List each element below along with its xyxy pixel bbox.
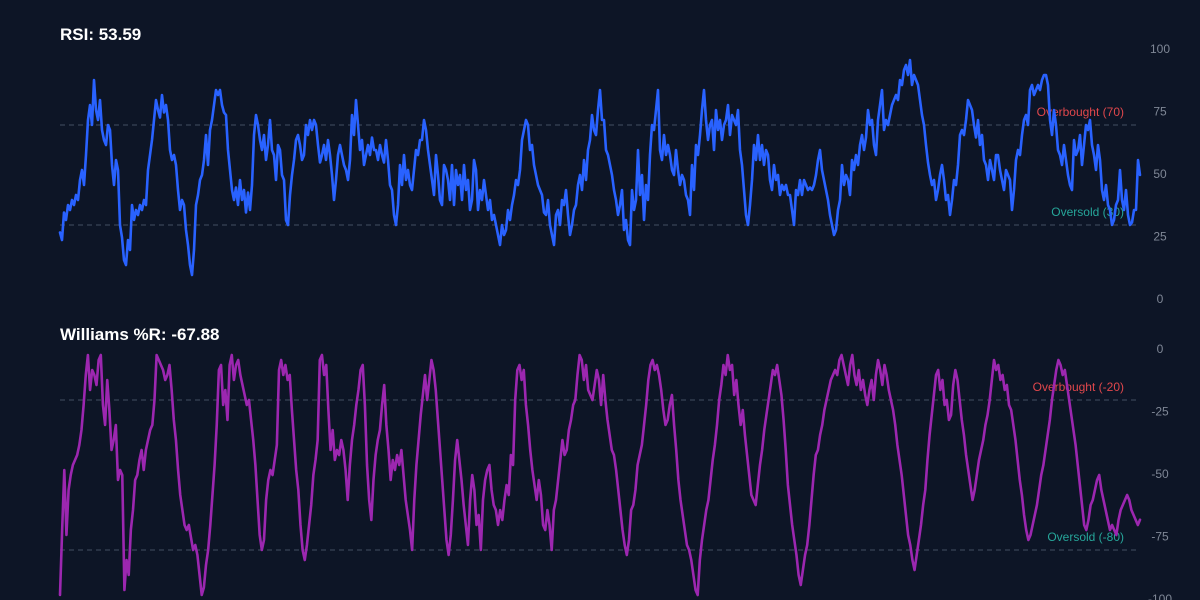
williams-series-line-0	[58, 353, 1142, 597]
rsi-series-line-0	[58, 58, 1142, 277]
williams-title: Williams %R: -67.88	[60, 325, 220, 344]
williams-reference-label-1: Oversold (-80)	[1047, 530, 1124, 544]
williams-reference-label-0: Overbought (-20)	[1033, 380, 1124, 394]
rsi-reference-label-0: Overbought (70)	[1037, 105, 1124, 119]
williams-ytick-label: -50	[1151, 467, 1169, 481]
williams-ytick-label: -25	[1151, 405, 1169, 419]
rsi-reference-label-1: Oversold (30)	[1051, 205, 1124, 219]
rsi-ytick-label: 50	[1153, 167, 1167, 181]
rsi-ytick-label: 75	[1153, 105, 1167, 119]
rsi-ytick-label: 0	[1157, 292, 1164, 306]
rsi-ytick-label: 100	[1150, 42, 1170, 56]
williams-ytick-label: -100	[1148, 592, 1172, 600]
rsi-title: RSI: 53.59	[60, 25, 141, 44]
rsi-ytick-label: 25	[1153, 230, 1167, 244]
williams-ytick-label: 0	[1157, 342, 1164, 356]
williams-ytick-label: -75	[1151, 530, 1169, 544]
